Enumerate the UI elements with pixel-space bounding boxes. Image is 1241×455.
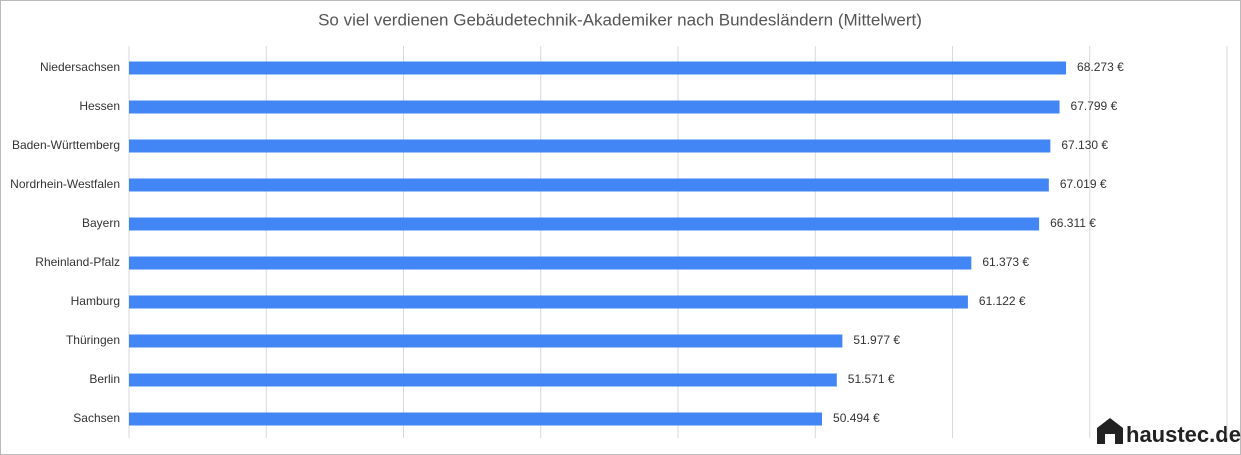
logo: haustec.de <box>1126 422 1241 447</box>
y-tick-label: Niedersachsen <box>40 60 120 74</box>
data-label: 50.494 € <box>833 411 880 425</box>
bar <box>129 256 972 270</box>
data-label: 61.373 € <box>982 255 1029 269</box>
y-tick-label: Nordrhein-Westfalen <box>10 177 120 191</box>
y-tick-label: Thüringen <box>66 333 120 347</box>
y-tick-label: Sachsen <box>73 411 120 425</box>
bar <box>129 217 1040 231</box>
bar <box>129 139 1051 153</box>
y-tick-label: Hessen <box>79 99 120 113</box>
y-tick-label: Bayern <box>82 216 120 230</box>
bar <box>129 373 837 387</box>
data-label: 51.977 € <box>853 333 900 347</box>
data-label: 67.799 € <box>1071 99 1118 113</box>
bar <box>129 100 1060 114</box>
logo-group: haustec.de <box>1097 418 1241 447</box>
bar <box>129 178 1049 192</box>
bar <box>129 412 823 426</box>
data-label: 68.273 € <box>1077 60 1124 74</box>
data-label: 66.311 € <box>1050 216 1096 230</box>
data-label: 67.019 € <box>1060 177 1107 191</box>
chart-title: So viel verdienen Gebäudetechnik-Akademi… <box>318 10 922 29</box>
logo-icon <box>1097 418 1123 444</box>
data-label: 67.130 € <box>1061 138 1108 152</box>
data-label: 61.122 € <box>979 294 1026 308</box>
y-tick-label: Hamburg <box>71 294 120 308</box>
data-label: 51.571 € <box>848 372 895 386</box>
y-tick-label: Berlin <box>89 372 120 386</box>
y-tick-label: Rheinland-Pfalz <box>35 255 120 269</box>
bar <box>129 334 843 348</box>
bar <box>129 295 968 309</box>
bar <box>129 61 1067 75</box>
y-tick-label: Baden-Württemberg <box>12 138 120 152</box>
